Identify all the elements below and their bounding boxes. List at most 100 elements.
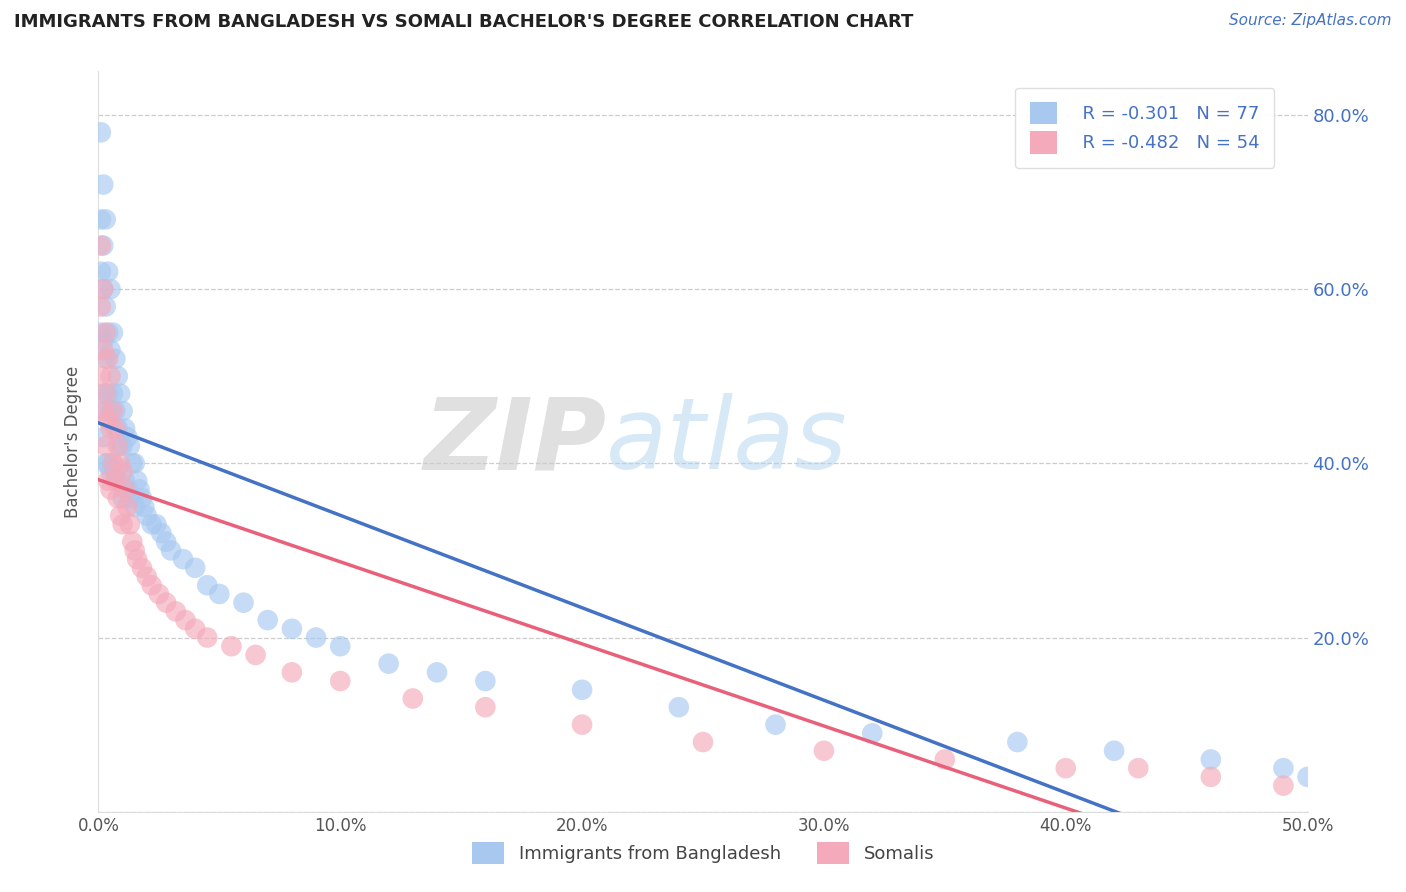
Point	[145, 517, 167, 532]
Point	[571, 682, 593, 697]
Point	[128, 483, 150, 497]
Point	[100, 421, 122, 435]
Point	[232, 596, 254, 610]
Point	[104, 421, 127, 435]
Point	[184, 622, 207, 636]
Point	[101, 386, 124, 401]
Point	[256, 613, 278, 627]
Point	[94, 326, 117, 340]
Point	[1007, 735, 1029, 749]
Point	[101, 456, 124, 470]
Point	[1272, 761, 1295, 775]
Point	[148, 587, 170, 601]
Point	[90, 300, 112, 314]
Point	[91, 386, 114, 401]
Point	[100, 465, 122, 479]
Point	[131, 561, 153, 575]
Point	[329, 674, 352, 689]
Point	[184, 561, 207, 575]
Point	[94, 404, 117, 418]
Point	[94, 300, 117, 314]
Point	[114, 483, 136, 497]
Point	[208, 587, 231, 601]
Point	[100, 404, 122, 418]
Point	[107, 439, 129, 453]
Point	[94, 386, 117, 401]
Point	[111, 439, 134, 453]
Point	[1272, 779, 1295, 793]
Point	[111, 465, 134, 479]
Point	[172, 552, 194, 566]
Point	[1102, 744, 1125, 758]
Point	[134, 500, 156, 514]
Point	[131, 491, 153, 505]
Point	[108, 386, 131, 401]
Legend:   R = -0.301   N = 77,   R = -0.482   N = 54: R = -0.301 N = 77, R = -0.482 N = 54	[1015, 87, 1274, 168]
Point	[108, 456, 131, 470]
Point	[118, 517, 141, 532]
Point	[402, 691, 425, 706]
Point	[94, 456, 117, 470]
Point	[124, 456, 146, 470]
Point	[281, 665, 304, 680]
Point	[101, 456, 124, 470]
Point	[97, 326, 120, 340]
Point	[305, 631, 328, 645]
Point	[668, 700, 690, 714]
Point	[174, 613, 197, 627]
Point	[100, 369, 122, 384]
Point	[692, 735, 714, 749]
Point	[100, 343, 122, 357]
Point	[1128, 761, 1150, 775]
Point	[117, 483, 139, 497]
Point	[114, 474, 136, 488]
Point	[107, 491, 129, 505]
Point	[94, 439, 117, 453]
Point	[111, 404, 134, 418]
Point	[91, 430, 114, 444]
Point	[108, 508, 131, 523]
Point	[97, 351, 120, 366]
Point	[100, 282, 122, 296]
Point	[90, 125, 112, 139]
Point	[111, 517, 134, 532]
Point	[195, 578, 218, 592]
Point	[90, 326, 112, 340]
Point	[107, 369, 129, 384]
Point	[90, 238, 112, 252]
Point	[121, 456, 143, 470]
Point	[118, 491, 141, 505]
Point	[195, 631, 218, 645]
Point	[100, 483, 122, 497]
Text: ZIP: ZIP	[423, 393, 606, 490]
Point	[101, 404, 124, 418]
Point	[121, 534, 143, 549]
Point	[160, 543, 183, 558]
Point	[91, 238, 114, 252]
Point	[141, 517, 163, 532]
Point	[104, 351, 127, 366]
Point	[91, 282, 114, 296]
Point	[91, 404, 114, 418]
Point	[97, 456, 120, 470]
Point	[94, 351, 117, 366]
Point	[141, 578, 163, 592]
Point	[127, 474, 149, 488]
Point	[90, 369, 112, 384]
Point	[474, 674, 496, 689]
Point	[245, 648, 267, 662]
Point	[107, 421, 129, 435]
Point	[117, 430, 139, 444]
Point	[1296, 770, 1319, 784]
Point	[1199, 752, 1222, 766]
Point	[329, 639, 352, 653]
Point	[127, 552, 149, 566]
Y-axis label: Bachelor's Degree: Bachelor's Degree	[65, 366, 83, 517]
Point	[1054, 761, 1077, 775]
Point	[104, 404, 127, 418]
Point	[221, 639, 243, 653]
Point	[377, 657, 399, 671]
Point	[114, 421, 136, 435]
Point	[117, 500, 139, 514]
Text: atlas: atlas	[606, 393, 848, 490]
